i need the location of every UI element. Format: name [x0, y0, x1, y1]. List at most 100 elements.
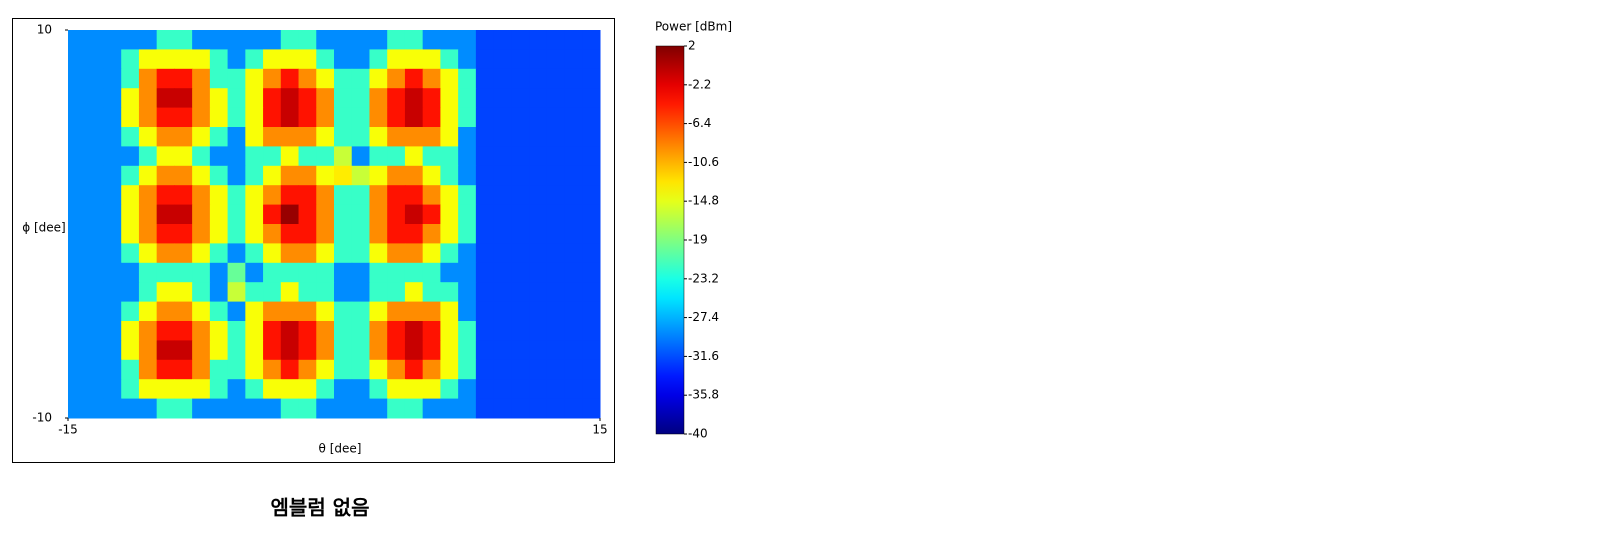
- heatmap-cell: [138, 379, 158, 400]
- heatmap-cell: [404, 359, 424, 380]
- heatmap-cell: [245, 398, 264, 419]
- heatmap-cell: [369, 282, 388, 303]
- colorbar-tick-label: -40: [688, 427, 708, 441]
- heatmap-cell: [493, 204, 512, 225]
- heatmap-cell: [369, 398, 388, 419]
- colorbar-tick-label: -23.2: [688, 271, 719, 285]
- heatmap-cell: [316, 30, 335, 50]
- heatmap-cell: [564, 107, 583, 128]
- heatmap-cell: [68, 127, 87, 147]
- heatmap-cell: [245, 301, 264, 322]
- colorbar-tick-label: -10.6: [688, 155, 719, 169]
- heatmap-cell: [174, 30, 193, 50]
- colorbar-tick-label: -31.6: [688, 349, 719, 363]
- heatmap-cell: [582, 321, 601, 341]
- heatmap-cell: [351, 107, 370, 128]
- heatmap-cell: [369, 224, 388, 244]
- heatmap-cell: [263, 321, 282, 341]
- heatmap-cell: [334, 146, 353, 167]
- heatmap-cell: [263, 301, 282, 322]
- heatmap-cell: [280, 146, 300, 167]
- heatmap-cell: [209, 262, 229, 283]
- heatmap-cell: [582, 204, 601, 225]
- heatmap-cell: [458, 49, 477, 70]
- heatmap-cell: [298, 127, 317, 147]
- heatmap-cell: [351, 301, 370, 322]
- heatmap-cell: [316, 185, 335, 206]
- heatmap-cell: [511, 204, 530, 225]
- heatmap-cell: [174, 146, 193, 167]
- heatmap-cell: [334, 68, 353, 89]
- heatmap-cell: [209, 301, 229, 322]
- heatmap-cell: [68, 340, 87, 361]
- heatmap-cell: [511, 68, 530, 89]
- heatmap-cell: [68, 88, 87, 109]
- heatmap-cell: [174, 185, 193, 206]
- heatmap-cell: [387, 301, 406, 322]
- heatmap-cell: [192, 49, 211, 70]
- heatmap-cell: [511, 107, 530, 128]
- heatmap-cell: [511, 243, 530, 264]
- heatmap-cell: [138, 340, 158, 361]
- heatmap-cell: [263, 262, 282, 283]
- heatmap-cell: [458, 146, 477, 167]
- heatmap-cell: [404, 107, 424, 128]
- colorbar-tick-label: -2.2: [688, 77, 711, 91]
- heatmap-cell: [387, 107, 406, 128]
- heatmap-cell: [121, 185, 140, 206]
- heatmap-cell: [227, 185, 246, 206]
- heatmap-cell: [351, 165, 370, 186]
- heatmap-cell: [298, 340, 317, 361]
- heatmap-cell: [121, 340, 140, 361]
- heatmap-cell: [68, 185, 87, 206]
- heatmap-cell: [493, 107, 512, 128]
- heatmap-cell: [174, 204, 193, 225]
- heatmap-cell: [68, 282, 87, 303]
- heatmap-cell: [404, 49, 424, 70]
- heatmap-cell: [458, 340, 477, 361]
- x-tick-label: -15: [58, 423, 78, 437]
- heatmap-cell: [174, 379, 193, 400]
- heatmap-cell: [458, 30, 477, 50]
- heatmap-cell: [280, 243, 300, 264]
- heatmap-cell: [475, 204, 495, 225]
- heatmap-cell: [298, 359, 317, 380]
- heatmap-cell: [68, 243, 87, 264]
- heatmap-cell: [334, 204, 353, 225]
- heatmap-cell: [529, 49, 548, 70]
- heatmap-cell: [440, 321, 459, 341]
- heatmap-cell: [564, 398, 583, 419]
- heatmap-cell: [475, 88, 495, 109]
- heatmap-cell: [422, 68, 441, 89]
- heatmap-cell: [68, 262, 87, 283]
- heatmap-cell: [192, 165, 211, 186]
- heatmap-cell: [582, 262, 601, 283]
- heatmap-cell: [103, 107, 122, 128]
- heatmap-cell: [245, 146, 264, 167]
- heatmap-cell: [440, 127, 459, 147]
- heatmap-cell: [227, 107, 246, 128]
- heatmap-cell: [68, 68, 87, 89]
- heatmap-cell: [369, 49, 388, 70]
- heatmap-cell: [475, 185, 495, 206]
- heatmap-cell: [174, 165, 193, 186]
- heatmap-cell: [85, 379, 104, 400]
- heatmap-cell: [369, 262, 388, 283]
- heatmap-cell: [440, 340, 459, 361]
- heatmap-cell: [334, 398, 353, 419]
- heatmap-cell: [121, 146, 140, 167]
- heatmap-cell: [351, 185, 370, 206]
- heatmap-cell: [529, 165, 548, 186]
- heatmap-cell: [404, 379, 424, 400]
- heatmap-cell: [458, 243, 477, 264]
- heatmap-cell: [85, 359, 104, 380]
- heatmap-cell: [103, 262, 122, 283]
- heatmap-cell: [156, 204, 175, 225]
- heatmap-cell: [192, 359, 211, 380]
- heatmap-cell: [546, 321, 566, 341]
- heatmap-cell: [493, 30, 512, 50]
- heatmap-cell: [192, 185, 211, 206]
- heatmap-cell: [351, 282, 370, 303]
- heatmap-cell: [351, 88, 370, 109]
- heatmap-cell: [404, 185, 424, 206]
